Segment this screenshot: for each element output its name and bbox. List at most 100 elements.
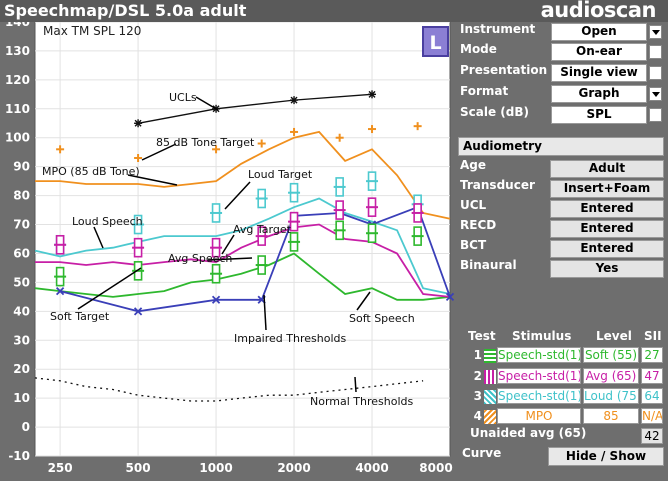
- ucl-value: Entered: [550, 200, 664, 218]
- svg-text:L: L: [429, 32, 441, 54]
- scale-toggle[interactable]: [649, 108, 662, 122]
- format-label: Format: [460, 84, 509, 98]
- tone-target-marker: [413, 122, 422, 131]
- avg-target-marker: [366, 197, 379, 217]
- hide-show-button[interactable]: Hide / Show: [548, 447, 664, 466]
- y-tick-label: 110: [5, 102, 30, 116]
- series-layer: [34, 90, 455, 402]
- tone-target-marker: [290, 127, 299, 136]
- level-value[interactable]: Loud (75): [583, 388, 639, 404]
- y-tick-label: 0: [22, 420, 30, 434]
- ucl-marker: [290, 96, 299, 105]
- tone-target-marker: [56, 145, 65, 154]
- format-value[interactable]: Graph: [551, 85, 647, 103]
- presentation-label: Presentation: [460, 63, 548, 77]
- presentation-value[interactable]: Single view: [551, 64, 647, 82]
- sii-value: 47: [641, 368, 663, 384]
- stimulus-value[interactable]: Speech-std(1): [497, 388, 581, 404]
- ucl-marker: [368, 90, 377, 99]
- avg-target-marker: [411, 203, 424, 223]
- stimulus-value[interactable]: MPO: [497, 408, 581, 424]
- level-value[interactable]: 85: [583, 408, 639, 424]
- sii-value: N/A: [641, 408, 663, 424]
- instrument-value[interactable]: Open: [551, 23, 647, 41]
- soft-target-marker: [255, 255, 268, 275]
- scale-value[interactable]: SPL: [551, 106, 647, 124]
- binaural-value: Yes: [550, 260, 664, 278]
- annotation-avg-speech: Avg Speech: [168, 252, 232, 265]
- tone-target-marker: [212, 145, 221, 154]
- y-tick-label: 50: [13, 275, 30, 289]
- avg-target-marker: [54, 234, 67, 255]
- y-tick-label: 70: [13, 218, 30, 232]
- avg-target-marker: [255, 226, 268, 246]
- y-tick-label: 140: [5, 22, 30, 29]
- threshold-marker: [211, 295, 221, 304]
- ear-badge: L: [422, 26, 449, 57]
- threshold-marker: [55, 286, 65, 296]
- annotation-tone-target: 85 dB Tone Target: [156, 136, 255, 149]
- mode-value[interactable]: On-ear: [551, 43, 647, 61]
- ucl-label: UCL: [460, 198, 487, 212]
- avg-target-marker: [333, 200, 346, 220]
- bct-label: BCT: [460, 238, 487, 252]
- annotation-soft-target: Soft Target: [50, 310, 110, 323]
- bct-value: Entered: [550, 240, 664, 258]
- transducer-label: Transducer: [460, 178, 535, 192]
- x-tick-label: 250: [48, 461, 73, 475]
- y-tick-label: -10: [8, 449, 30, 463]
- presentation-toggle[interactable]: [649, 66, 662, 80]
- plot-area: [34, 22, 451, 457]
- loud-target-marker: [255, 188, 268, 209]
- y-tick-label: 40: [13, 304, 30, 318]
- x-tick-label: 2000: [277, 461, 310, 475]
- sii-value: 64: [641, 388, 663, 404]
- sii-value: 27: [641, 347, 663, 363]
- level-value[interactable]: Avg (65): [583, 368, 639, 384]
- audiometry-button[interactable]: Audiometry: [458, 137, 664, 156]
- curve-label: Curve: [462, 446, 502, 460]
- loud-target-marker: [210, 203, 223, 223]
- y-tick-label: 60: [13, 246, 30, 260]
- instrument-dropdown-icon[interactable]: [649, 25, 662, 39]
- y-tick-label: 120: [5, 73, 30, 87]
- tone-target-marker: [257, 139, 266, 148]
- annotation-soft-speech: Soft Speech: [349, 312, 415, 325]
- age-value: Adult: [550, 160, 664, 178]
- stimulus-value[interactable]: Speech-std(1): [497, 368, 581, 384]
- x-tick-label: 4000: [355, 461, 388, 475]
- test-number: 1: [473, 348, 482, 362]
- avg-speech-line: [35, 223, 451, 298]
- annotation-impaired-thresholds: Impaired Thresholds: [234, 332, 346, 345]
- loud-speech-line: [34, 197, 451, 295]
- soft-target-marker: [210, 263, 223, 284]
- soft-target-marker: [54, 266, 67, 287]
- format-dropdown-icon[interactable]: [649, 87, 662, 101]
- mpo-line: [35, 130, 451, 220]
- soft-speech-line: [34, 252, 451, 301]
- loud-target-marker: [132, 214, 145, 235]
- header-test: Test: [468, 329, 496, 343]
- avg-target-marker: [210, 237, 223, 258]
- header-sii: SII: [644, 329, 662, 343]
- level-value[interactable]: Soft (55): [583, 347, 639, 363]
- loud-target-marker: [288, 182, 301, 203]
- stimulus-value[interactable]: Speech-std(1): [497, 347, 581, 363]
- avg-target-marker: [288, 211, 301, 232]
- gridlines: [35, 22, 450, 457]
- header-stimulus: Stimulus: [512, 329, 572, 343]
- annotation-ucls: UCLs: [169, 91, 197, 104]
- app-title: Speechmap/DSL 5.0a adult: [4, 1, 247, 20]
- tone-target-marker: [134, 153, 143, 162]
- scale-label: Scale (dB): [460, 105, 529, 119]
- avg-target-marker: [132, 237, 145, 258]
- brand-logo: audioscan: [540, 0, 657, 22]
- annotation-avg-target: Avg Target: [233, 223, 292, 236]
- y-tick-label: 100: [5, 131, 30, 145]
- y-tick-label: 30: [13, 333, 30, 347]
- recd-label: RECD: [460, 218, 497, 232]
- mode-toggle[interactable]: [649, 45, 662, 59]
- ucl-line: [137, 93, 373, 124]
- unaided-avg-label: Unaided avg (65): [470, 426, 587, 440]
